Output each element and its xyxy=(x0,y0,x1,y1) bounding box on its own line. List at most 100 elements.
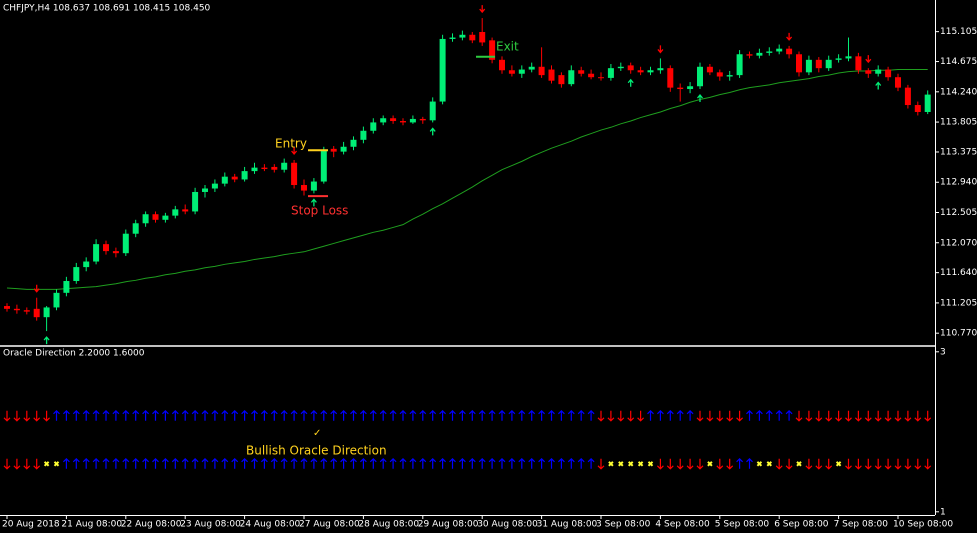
direction-signal xyxy=(340,409,348,421)
direction-signal xyxy=(429,457,437,469)
direction-signal xyxy=(191,457,199,469)
direction-signal xyxy=(359,457,367,469)
direction-signal xyxy=(122,457,130,469)
direction-signal xyxy=(132,457,140,469)
direction-signal xyxy=(835,461,842,467)
buy-arrow xyxy=(310,198,317,207)
x-tick-label: 30 Aug 08:00 xyxy=(477,520,538,530)
direction-signal xyxy=(696,410,704,422)
direction-signal xyxy=(300,457,308,469)
direction-signal xyxy=(686,409,694,421)
buy-arrow xyxy=(43,336,50,345)
direction-signal xyxy=(260,457,268,469)
direction-signal xyxy=(171,457,179,469)
candle-body xyxy=(508,70,515,74)
direction-signal xyxy=(557,409,565,421)
sell-arrow xyxy=(33,284,40,293)
candle-body xyxy=(251,167,258,172)
direction-signal xyxy=(765,409,773,421)
direction-signal xyxy=(538,457,546,469)
direction-signal xyxy=(676,458,684,470)
direction-signal xyxy=(330,457,338,469)
direction-signal xyxy=(924,410,932,422)
direction-signal xyxy=(43,461,50,467)
direction-signal xyxy=(656,409,664,421)
direction-signal xyxy=(548,409,555,421)
direction-signal xyxy=(904,458,912,470)
y-tick-label: 112.070 xyxy=(940,238,977,248)
y-tick-label: 1 xyxy=(940,507,946,517)
direction-signal xyxy=(508,409,516,421)
x-tick-label: 21 Aug 08:00 xyxy=(61,520,122,530)
direction-signal xyxy=(518,457,526,469)
candle-body xyxy=(172,209,179,216)
direction-signal xyxy=(310,409,318,421)
direction-signal xyxy=(201,457,209,469)
direction-signal xyxy=(53,461,60,467)
candle-body xyxy=(271,166,278,170)
direction-signal xyxy=(449,409,456,421)
direction-signal xyxy=(726,410,734,422)
direction-signal xyxy=(716,458,724,470)
sell-arrow xyxy=(865,55,872,64)
candle-body xyxy=(865,70,872,74)
direction-signal xyxy=(23,458,31,470)
candle-body xyxy=(320,150,327,182)
direction-signal xyxy=(488,457,496,469)
direction-signal xyxy=(449,457,456,469)
candle-body xyxy=(469,34,476,41)
direction-signal xyxy=(290,457,298,469)
candle-body xyxy=(805,59,812,73)
direction-signal xyxy=(736,410,744,422)
direction-signal xyxy=(251,409,258,421)
direction-signal xyxy=(874,410,882,422)
y-tick-label: 114.240 xyxy=(940,87,977,97)
sell-arrow xyxy=(657,45,664,54)
candle-body xyxy=(330,148,337,152)
candle-body xyxy=(63,281,70,293)
direction-signal xyxy=(53,409,60,421)
direction-signal xyxy=(864,458,872,470)
candle-body xyxy=(657,68,664,71)
direction-signal xyxy=(211,457,219,469)
direction-signal xyxy=(82,409,90,421)
candle-body xyxy=(221,176,228,184)
direction-signal xyxy=(538,409,546,421)
candle-body xyxy=(112,251,119,254)
direction-signal xyxy=(102,457,110,469)
direction-signal xyxy=(399,409,407,421)
direction-signal xyxy=(132,409,140,421)
direction-signal xyxy=(260,409,268,421)
y-tick-label: 114.675 xyxy=(940,57,977,67)
direction-signal xyxy=(746,409,753,421)
direction-signal xyxy=(458,457,466,469)
y-tick-label: 113.805 xyxy=(940,118,977,128)
direction-signal xyxy=(597,458,605,470)
direction-signal xyxy=(676,409,684,421)
direction-signal xyxy=(13,458,21,470)
direction-signal xyxy=(716,410,724,422)
direction-signal xyxy=(617,410,625,422)
direction-signal xyxy=(310,457,318,469)
direction-signal xyxy=(854,410,862,422)
direction-signal xyxy=(161,409,169,421)
candle-body xyxy=(301,185,307,191)
candle-body xyxy=(152,214,159,220)
direction-signal xyxy=(419,409,427,421)
direction-signal xyxy=(666,458,674,470)
direction-signal xyxy=(707,461,713,467)
candle-body xyxy=(350,139,357,147)
indicator-title: Oracle Direction 2.2000 1.6000 xyxy=(3,349,145,359)
candle-body xyxy=(845,56,852,59)
candle-body xyxy=(736,54,743,76)
direction-signal xyxy=(518,409,526,421)
candle-body xyxy=(4,306,10,309)
direction-signal xyxy=(746,457,753,469)
direction-signal xyxy=(577,409,585,421)
direction-signal xyxy=(775,458,783,470)
candle-body xyxy=(617,66,624,69)
direction-signal xyxy=(766,461,773,467)
direction-signal xyxy=(577,457,585,469)
direction-signal xyxy=(488,409,496,421)
y-tick-label: 115.105 xyxy=(940,27,977,37)
